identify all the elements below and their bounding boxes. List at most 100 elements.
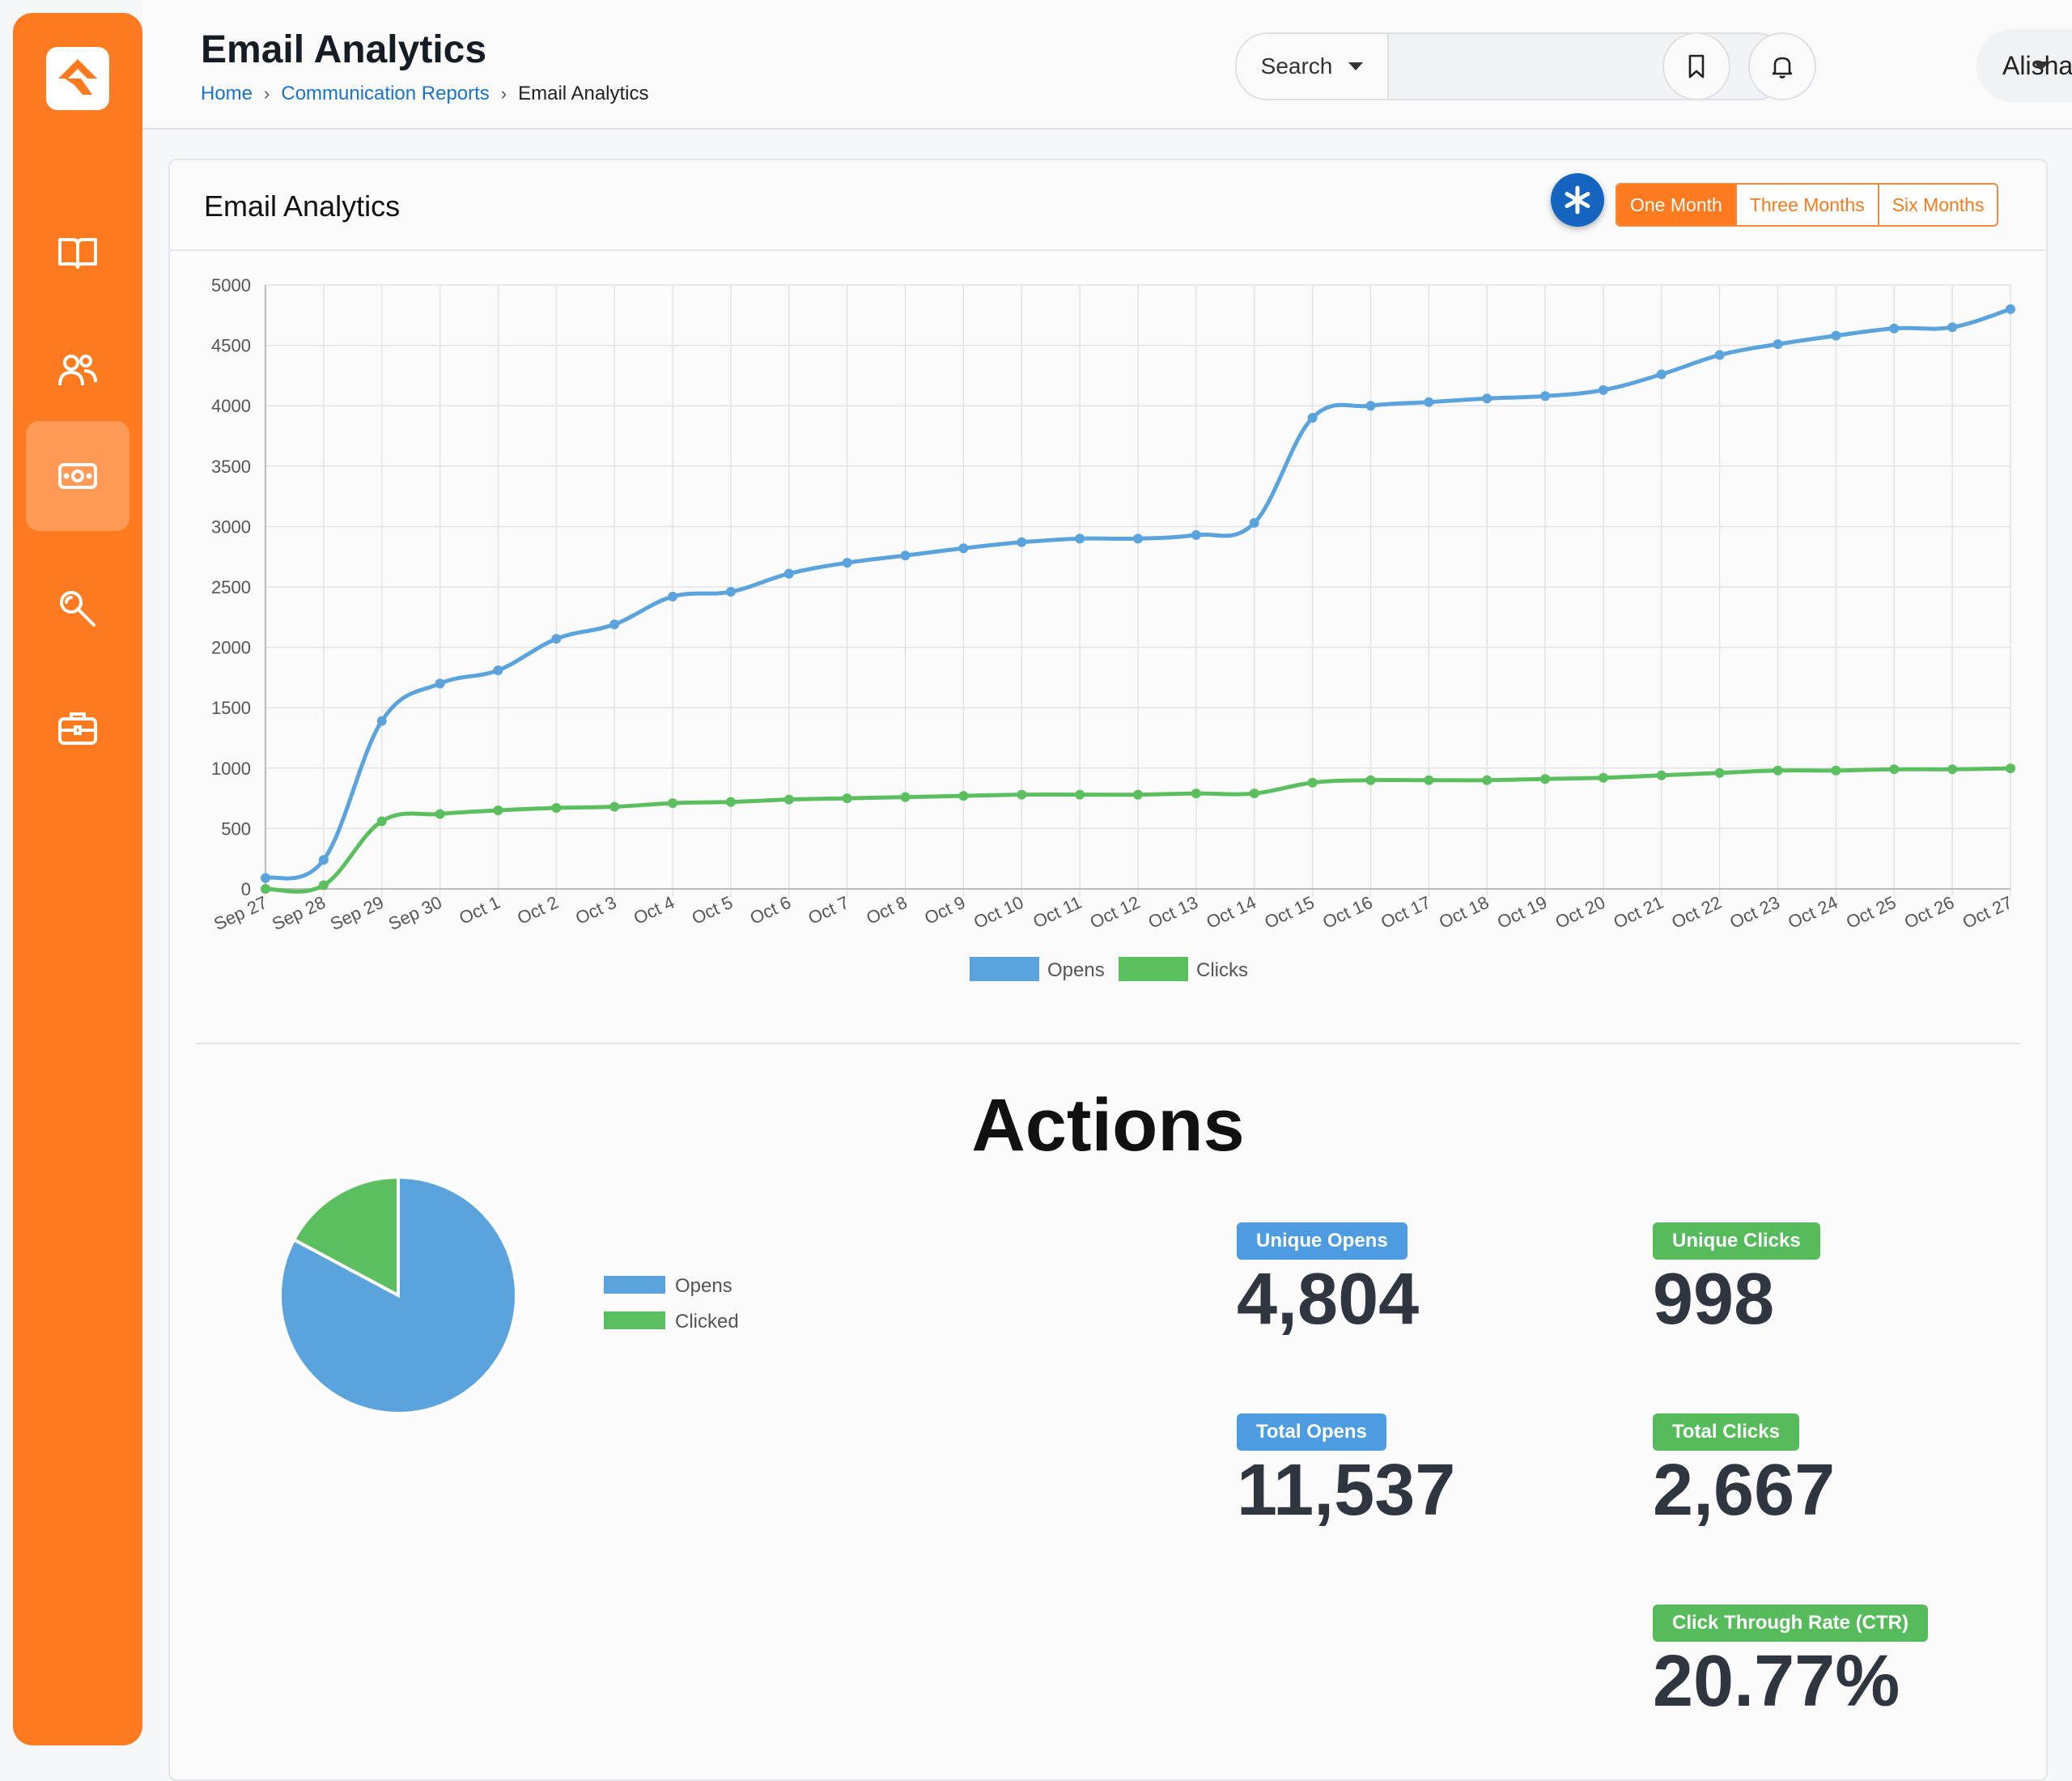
data-point-opens bbox=[609, 619, 620, 630]
data-point-clicks bbox=[2006, 763, 2015, 774]
bookmark-icon bbox=[1688, 54, 1705, 79]
data-point-clicks bbox=[1365, 775, 1376, 785]
x-tick-label: Oct 13 bbox=[1145, 892, 1201, 933]
data-point-clicks bbox=[1482, 775, 1492, 785]
data-point-clicks bbox=[900, 792, 911, 802]
data-point-opens bbox=[1773, 339, 1783, 350]
x-tick-label: Oct 25 bbox=[1843, 892, 1899, 933]
data-point-clicks bbox=[318, 880, 329, 890]
breadcrumb-communication-reports[interactable]: Communication Reports bbox=[281, 83, 490, 104]
sidebar-item-book[interactable] bbox=[26, 198, 130, 308]
x-tick-label: Oct 1 bbox=[456, 892, 503, 929]
x-tick-label: Sep 30 bbox=[385, 892, 445, 934]
card-title: Email Analytics bbox=[204, 189, 401, 223]
breadcrumb-separator-icon: › bbox=[500, 83, 507, 104]
data-point-clicks bbox=[1307, 777, 1318, 788]
y-tick-label: 3500 bbox=[211, 457, 251, 477]
data-point-opens bbox=[376, 716, 387, 726]
y-tick-label: 1500 bbox=[211, 698, 251, 718]
wrench-icon bbox=[60, 591, 96, 627]
search-scope-select[interactable]: Search bbox=[1237, 34, 1389, 99]
x-tick-label: Oct 22 bbox=[1668, 892, 1724, 933]
data-point-opens bbox=[900, 550, 911, 561]
x-tick-label: Oct 14 bbox=[1204, 892, 1259, 933]
x-tick-label: Oct 10 bbox=[970, 892, 1026, 933]
x-tick-label: Oct 20 bbox=[1552, 892, 1608, 933]
data-point-opens bbox=[1017, 537, 1027, 547]
data-point-opens bbox=[1947, 322, 1958, 333]
data-point-opens bbox=[958, 543, 969, 554]
app-logo[interactable] bbox=[46, 47, 109, 110]
stat-unique-opens: Unique Opens 4,804 bbox=[1237, 1222, 1419, 1336]
x-tick-label: Oct 19 bbox=[1494, 892, 1550, 933]
email-analytics-line-chart: 0 500 1000 1500 2000 2500 3000 3500 4000 4500 5000… bbox=[210, 275, 2015, 981]
x-tick-label: Oct 3 bbox=[572, 892, 619, 929]
data-point-clicks bbox=[1191, 788, 1201, 799]
bookmark-button[interactable] bbox=[1662, 32, 1730, 100]
data-point-opens bbox=[1133, 533, 1143, 544]
data-point-opens bbox=[1482, 393, 1492, 404]
x-tick-label: Oct 11 bbox=[1030, 892, 1085, 932]
x-tick-label: Oct 17 bbox=[1378, 892, 1433, 933]
x-tick-label: Oct 9 bbox=[921, 892, 968, 929]
pie-slice-clicked bbox=[291, 1175, 400, 1299]
user-menu[interactable]: Alisha bbox=[1976, 29, 2072, 102]
x-tick-label: Oct 23 bbox=[1726, 892, 1782, 933]
data-point-opens bbox=[1831, 330, 1841, 341]
data-point-opens bbox=[1075, 533, 1085, 544]
notifications-button[interactable] bbox=[1748, 32, 1816, 100]
x-tick-label: Oct 26 bbox=[1901, 892, 1957, 933]
data-point-clicks bbox=[1133, 789, 1143, 800]
data-point-opens bbox=[668, 591, 678, 601]
stat-label: Total Clicks bbox=[1653, 1413, 1799, 1451]
sidebar-item-users[interactable] bbox=[26, 316, 130, 426]
email-analytics-card: Email Analytics One Month Three Months S… bbox=[168, 159, 2048, 1781]
data-point-clicks bbox=[1598, 772, 1608, 783]
data-point-clicks bbox=[725, 797, 736, 807]
x-tick-label: Oct 8 bbox=[863, 892, 910, 929]
stat-value: 2,667 bbox=[1653, 1450, 1836, 1531]
y-tick-label: 5000 bbox=[211, 275, 251, 295]
data-point-clicks bbox=[1714, 767, 1725, 778]
user-menu-chevron-down-icon[interactable] bbox=[2033, 62, 2049, 70]
sidebar-item-briefcase[interactable] bbox=[26, 674, 130, 784]
data-point-opens bbox=[1191, 529, 1201, 540]
stat-value: 4,804 bbox=[1237, 1259, 1420, 1340]
data-point-clicks bbox=[261, 884, 270, 894]
stat-label: Total Opens bbox=[1237, 1413, 1386, 1451]
data-point-opens bbox=[261, 873, 270, 883]
breadcrumb-current: Email Analytics bbox=[518, 83, 649, 104]
range-six-months-button[interactable]: Six Months bbox=[1879, 185, 1998, 225]
data-point-opens bbox=[1598, 385, 1608, 395]
x-tick-label: Oct 21 bbox=[1611, 892, 1667, 933]
y-tick-label: 0 bbox=[241, 879, 251, 899]
data-point-opens bbox=[1424, 397, 1434, 407]
sidebar-item-tools[interactable] bbox=[26, 554, 130, 664]
range-three-months-button[interactable]: Three Months bbox=[1736, 185, 1879, 225]
stat-total-clicks: Total Clicks 2,667 bbox=[1653, 1413, 1835, 1527]
search-scope-label: Search bbox=[1260, 53, 1333, 79]
data-point-opens bbox=[2006, 304, 2015, 314]
range-one-month-button[interactable]: One Month bbox=[1617, 185, 1737, 225]
data-point-clicks bbox=[1773, 765, 1783, 776]
breadcrumb-home[interactable]: Home bbox=[201, 83, 253, 104]
data-point-clicks bbox=[1947, 764, 1958, 775]
sidebar-item-money[interactable] bbox=[26, 421, 130, 531]
users-icon bbox=[58, 355, 97, 386]
bell-icon bbox=[1772, 57, 1793, 79]
asterisk-icon bbox=[1565, 185, 1590, 215]
legend-swatch-clicks bbox=[1119, 957, 1188, 981]
data-point-opens bbox=[493, 665, 503, 675]
data-point-opens bbox=[318, 855, 329, 865]
x-tick-label: Oct 16 bbox=[1319, 892, 1375, 933]
stat-value: 998 bbox=[1653, 1259, 1775, 1340]
data-point-clicks bbox=[668, 798, 678, 809]
x-tick-label: Oct 27 bbox=[1959, 892, 2015, 933]
data-point-clicks bbox=[1656, 770, 1667, 780]
book-icon bbox=[58, 238, 97, 269]
x-tick-label: Sep 28 bbox=[269, 892, 329, 934]
data-point-clicks bbox=[1249, 788, 1259, 799]
top-header: Email Analytics Home › Communication Rep… bbox=[142, 0, 2072, 130]
stat-value: 20.77% bbox=[1653, 1641, 1900, 1722]
asterisk-badge[interactable] bbox=[1551, 173, 1604, 227]
